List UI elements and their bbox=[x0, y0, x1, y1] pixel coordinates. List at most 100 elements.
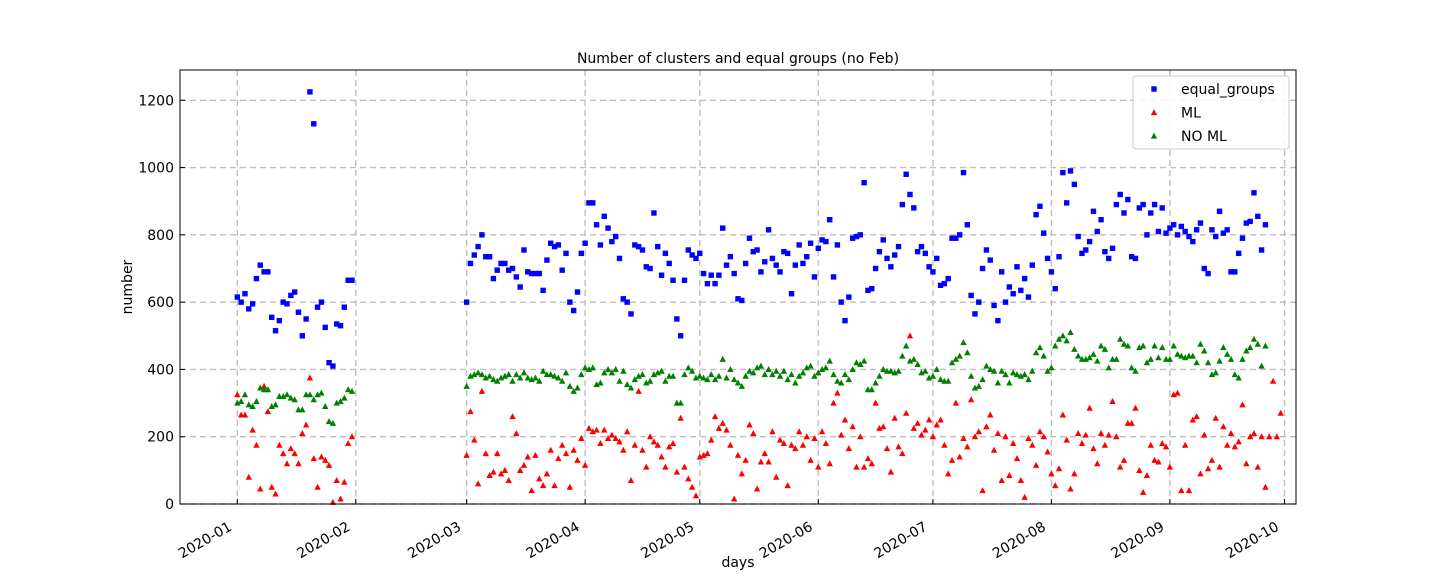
data-point bbox=[646, 377, 654, 384]
data-point bbox=[712, 280, 718, 287]
data-point bbox=[1266, 433, 1273, 440]
data-point bbox=[287, 445, 295, 452]
data-point bbox=[1094, 228, 1100, 235]
data-point bbox=[769, 428, 776, 435]
data-point bbox=[1101, 345, 1109, 352]
data-point bbox=[597, 440, 604, 447]
data-point bbox=[283, 460, 291, 467]
data-point bbox=[746, 367, 753, 374]
data-point bbox=[1143, 472, 1151, 478]
series-equal-groups bbox=[234, 89, 1269, 369]
data-point bbox=[1228, 269, 1234, 275]
data-point bbox=[822, 364, 830, 371]
data-point bbox=[1113, 201, 1120, 208]
data-point bbox=[628, 311, 634, 317]
data-point bbox=[719, 355, 726, 362]
data-point bbox=[1078, 440, 1086, 447]
data-point bbox=[612, 366, 619, 373]
data-point bbox=[983, 423, 990, 430]
data-point bbox=[536, 270, 542, 277]
data-point bbox=[604, 435, 612, 441]
data-point bbox=[1105, 364, 1112, 371]
data-point bbox=[318, 453, 325, 460]
data-point bbox=[914, 419, 921, 426]
data-point bbox=[746, 235, 753, 241]
data-point bbox=[283, 391, 291, 398]
data-point bbox=[1132, 255, 1139, 262]
data-point bbox=[758, 269, 764, 275]
data-point bbox=[272, 328, 279, 334]
data-point bbox=[241, 391, 249, 398]
data-point bbox=[269, 314, 275, 320]
data-point bbox=[792, 445, 799, 452]
data-point bbox=[765, 366, 772, 373]
data-point bbox=[536, 377, 543, 384]
data-point bbox=[333, 399, 340, 406]
data-point bbox=[1109, 245, 1116, 252]
data-point bbox=[845, 445, 853, 452]
data-point bbox=[509, 265, 516, 272]
data-point bbox=[1181, 441, 1189, 448]
data-point bbox=[543, 470, 551, 477]
data-point bbox=[1021, 493, 1028, 500]
data-point bbox=[1189, 352, 1197, 359]
data-point bbox=[1216, 357, 1223, 364]
data-point bbox=[608, 369, 616, 376]
data-point bbox=[792, 379, 799, 386]
legend-marker bbox=[1150, 109, 1158, 116]
data-point bbox=[246, 306, 252, 312]
data-point bbox=[1017, 372, 1025, 379]
data-point bbox=[842, 317, 848, 324]
data-point bbox=[773, 473, 780, 480]
data-point bbox=[1117, 191, 1123, 198]
data-point bbox=[742, 456, 749, 463]
data-point bbox=[1116, 463, 1124, 470]
data-point bbox=[471, 252, 477, 258]
data-point bbox=[1162, 443, 1170, 450]
data-point bbox=[307, 89, 313, 95]
data-point bbox=[295, 309, 302, 315]
data-point bbox=[1079, 250, 1085, 257]
data-point bbox=[677, 333, 684, 339]
data-point bbox=[1025, 294, 1032, 300]
data-point bbox=[1201, 265, 1207, 272]
data-point bbox=[1029, 367, 1036, 374]
data-point bbox=[761, 450, 768, 457]
data-point bbox=[845, 376, 853, 383]
data-point bbox=[524, 453, 531, 460]
data-point bbox=[1208, 456, 1216, 463]
data-point bbox=[692, 374, 700, 381]
data-point bbox=[474, 480, 482, 487]
data-point bbox=[804, 254, 810, 260]
data-point bbox=[1193, 227, 1200, 233]
data-point bbox=[880, 423, 887, 430]
data-point bbox=[849, 366, 856, 373]
data-point bbox=[646, 433, 654, 440]
data-point bbox=[1262, 222, 1269, 228]
data-point bbox=[1071, 181, 1078, 188]
legend-marker bbox=[1151, 86, 1157, 92]
data-point bbox=[902, 409, 910, 416]
data-point bbox=[899, 352, 906, 359]
data-point bbox=[570, 387, 577, 394]
data-point bbox=[1059, 411, 1067, 418]
data-point bbox=[654, 369, 661, 376]
data-point bbox=[987, 366, 994, 373]
data-point bbox=[1254, 463, 1261, 470]
data-point bbox=[960, 339, 967, 346]
data-point bbox=[593, 222, 600, 228]
data-point bbox=[1151, 342, 1158, 349]
data-point bbox=[1227, 355, 1235, 362]
data-point bbox=[578, 435, 585, 441]
data-point bbox=[631, 441, 639, 448]
data-point bbox=[238, 299, 244, 305]
data-point bbox=[249, 301, 256, 307]
data-point bbox=[830, 399, 837, 406]
data-point bbox=[566, 483, 574, 490]
data-point bbox=[750, 248, 756, 255]
data-point bbox=[555, 374, 562, 381]
data-point bbox=[234, 391, 241, 398]
data-point bbox=[1048, 269, 1055, 275]
data-point bbox=[1128, 364, 1135, 371]
data-point bbox=[1120, 340, 1128, 347]
